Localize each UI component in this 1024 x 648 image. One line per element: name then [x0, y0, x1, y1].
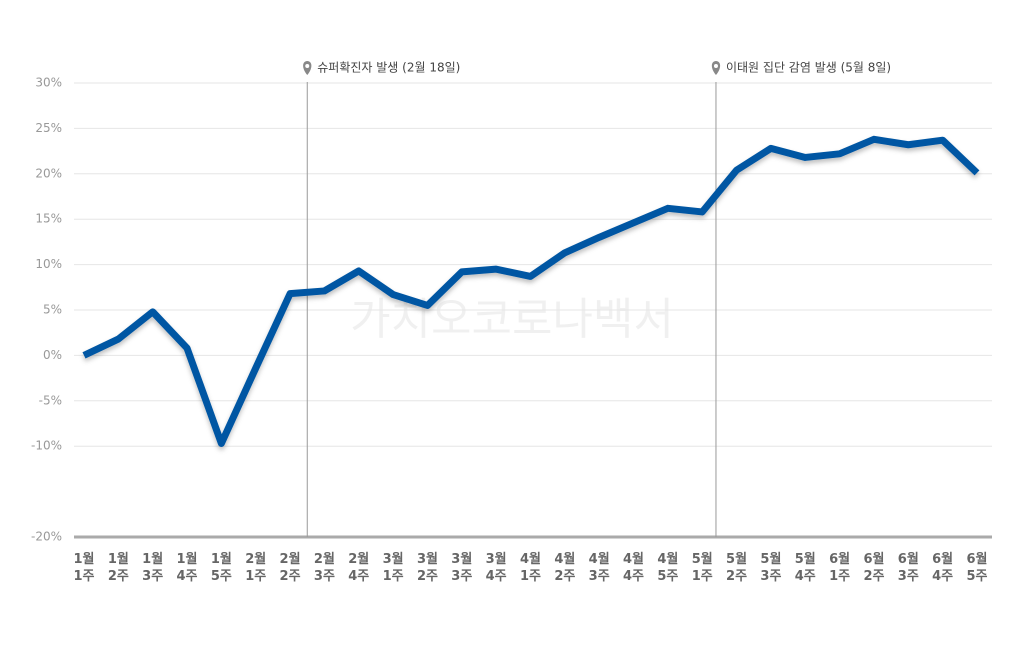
x-tick-label: 4월 1주 [519, 552, 541, 584]
y-tick-label: 30% [35, 76, 62, 90]
x-tick-label: 1월 1주 [73, 552, 95, 584]
y-tick-label: 0% [43, 348, 62, 362]
x-tick-label: 3월 2주 [416, 552, 438, 584]
y-tick-label: -20% [31, 530, 62, 544]
annotation-pin-hole [305, 64, 310, 68]
x-tick-label: 6월 4주 [932, 552, 954, 584]
x-tick-label: 6월 2주 [863, 552, 885, 584]
y-tick-label: -10% [31, 439, 62, 453]
x-tick-label: 4월 3주 [588, 552, 610, 584]
series-line [82, 135, 980, 447]
y-tick-label: 20% [35, 166, 62, 180]
watermark: 가치오코로나백서 [350, 294, 674, 345]
x-tick-label: 3월 4주 [485, 552, 507, 584]
annotation-pin-hole [713, 64, 718, 68]
y-tick-label: 5% [43, 303, 62, 317]
x-tick-label: 3월 1주 [382, 552, 404, 584]
x-tick-label: 2월 3주 [313, 552, 335, 584]
x-tick-label: 1월 2주 [107, 552, 129, 584]
x-tick-label: 6월 3주 [897, 552, 919, 584]
y-tick-label: 10% [35, 257, 62, 271]
x-tick-label: 5월 2주 [726, 552, 748, 584]
x-tick-label: 3월 3주 [451, 552, 473, 584]
x-tick-label: 5월 3주 [760, 552, 782, 584]
x-tick-label: 1월 3주 [142, 552, 164, 584]
x-tick-label: 1월 5주 [210, 552, 232, 584]
x-tick-label: 2월 4주 [348, 552, 370, 584]
x-tick-label: 6월 5주 [966, 552, 988, 584]
x-tick-label: 2월 2주 [279, 552, 301, 584]
x-tick-label: 4월 4주 [623, 552, 645, 584]
annotation-text: 이태원 집단 감염 발생 (5월 8일) [726, 61, 891, 75]
y-tick-label: -5% [39, 393, 62, 407]
x-tick-label: 5월 4주 [794, 552, 816, 584]
x-tick-label: 4월 5주 [657, 552, 679, 584]
x-tick-label: 1월 4주 [176, 552, 198, 584]
x-tick-label: 2월 1주 [245, 552, 267, 584]
x-tick-label: 5월 1주 [691, 552, 713, 584]
y-tick-label: 15% [35, 212, 62, 226]
y-tick-label: 25% [35, 121, 62, 135]
x-tick-label: 6월 1주 [829, 552, 851, 584]
annotation-text: 슈퍼확진자 발생 (2월 18일) [317, 61, 460, 75]
x-tick-label: 4월 2주 [554, 552, 576, 584]
